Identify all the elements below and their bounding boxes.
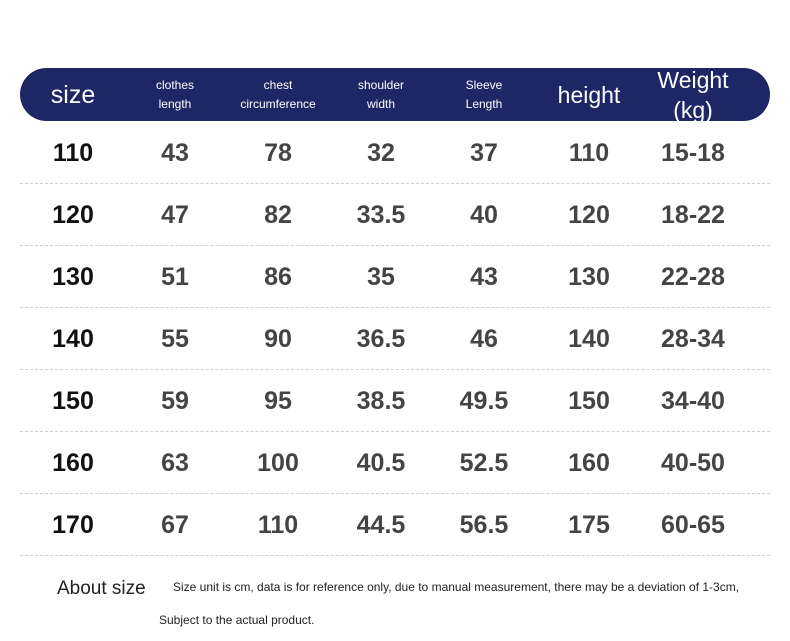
table-cell: 34-40 (661, 387, 725, 415)
header-cell: size (21, 68, 125, 121)
table-cell: 40-50 (661, 449, 725, 477)
table-cell: 40.5 (356, 449, 406, 477)
row-separator (20, 555, 770, 556)
table-cell: 44.5 (356, 511, 406, 539)
table-cell: 36.5 (356, 325, 406, 353)
table-cell: 160 (52, 449, 94, 477)
header-cell: Weight (kg) (641, 67, 745, 123)
table-cell: 15-18 (661, 139, 725, 167)
table-cell: 120 (52, 201, 94, 229)
table-cell: 37 (470, 139, 498, 167)
table-cell: 120 (568, 201, 610, 229)
table-cell: 60-65 (661, 511, 725, 539)
header-text: Length (465, 96, 503, 111)
header-text: shoulder (357, 77, 405, 92)
row-separator (20, 183, 770, 184)
table-cell: 43 (470, 263, 498, 291)
table-cell: 130 (52, 263, 94, 291)
table-cell: 46 (470, 325, 498, 353)
table-cell: 32 (367, 139, 395, 167)
table-cell: 86 (264, 263, 292, 291)
table-cell: 35 (367, 263, 395, 291)
table-cell: 56.5 (459, 511, 509, 539)
header-text: Weight (kg) (657, 66, 729, 123)
table-cell: 90 (264, 325, 292, 353)
table-cell: 51 (161, 263, 189, 291)
header-text: length (158, 96, 192, 111)
header-text: circumference (240, 96, 316, 111)
about-title: About size (57, 578, 146, 599)
table-cell: 18-22 (661, 201, 725, 229)
header-text: chest (263, 77, 293, 92)
header-cell: clothes length (123, 68, 227, 121)
table-cell: 110 (568, 139, 610, 167)
header-text: height (557, 81, 621, 108)
row-separator (20, 493, 770, 494)
table-cell: 160 (568, 449, 610, 477)
table-cell: 170 (52, 511, 94, 539)
table-cell: 110 (257, 511, 299, 539)
header-text: size (50, 80, 96, 109)
table-cell: 22-28 (661, 263, 725, 291)
header-cell: shoulder width (329, 68, 433, 121)
header-cell: chest circumference (226, 68, 330, 121)
header-text: Sleeve (465, 77, 503, 92)
table-cell: 82 (264, 201, 292, 229)
table-cell: 40 (470, 201, 498, 229)
table-cell: 59 (161, 387, 189, 415)
table-cell: 67 (161, 511, 189, 539)
table-cell: 28-34 (661, 325, 725, 353)
table-cell: 49.5 (459, 387, 509, 415)
table-cell: 52.5 (459, 449, 509, 477)
note-line: Subject to the actual product. (159, 613, 315, 627)
table-cell: 55 (161, 325, 189, 353)
header-text: width (366, 96, 395, 111)
row-separator (20, 369, 770, 370)
table-cell: 140 (568, 325, 610, 353)
row-separator (20, 245, 770, 246)
table-cell: 110 (52, 139, 94, 167)
table-cell: 130 (568, 263, 610, 291)
table-cell: 33.5 (356, 201, 406, 229)
header-cell: height (537, 68, 641, 121)
row-separator (20, 307, 770, 308)
header-cell: Sleeve Length (432, 68, 536, 121)
table-cell: 100 (257, 449, 299, 477)
table-cell: 140 (52, 325, 94, 353)
table-cell: 150 (568, 387, 610, 415)
note-line: Size unit is cm, data is for reference o… (173, 580, 740, 594)
table-cell: 63 (161, 449, 189, 477)
table-cell: 95 (264, 387, 292, 415)
row-separator (20, 431, 770, 432)
table-cell: 38.5 (356, 387, 406, 415)
table-cell: 47 (161, 201, 189, 229)
table-cell: 150 (52, 387, 94, 415)
header-bar (20, 68, 770, 121)
table-cell: 43 (161, 139, 189, 167)
table-cell: 78 (264, 139, 292, 167)
table-cell: 175 (568, 511, 610, 539)
header-text: clothes (155, 77, 195, 92)
